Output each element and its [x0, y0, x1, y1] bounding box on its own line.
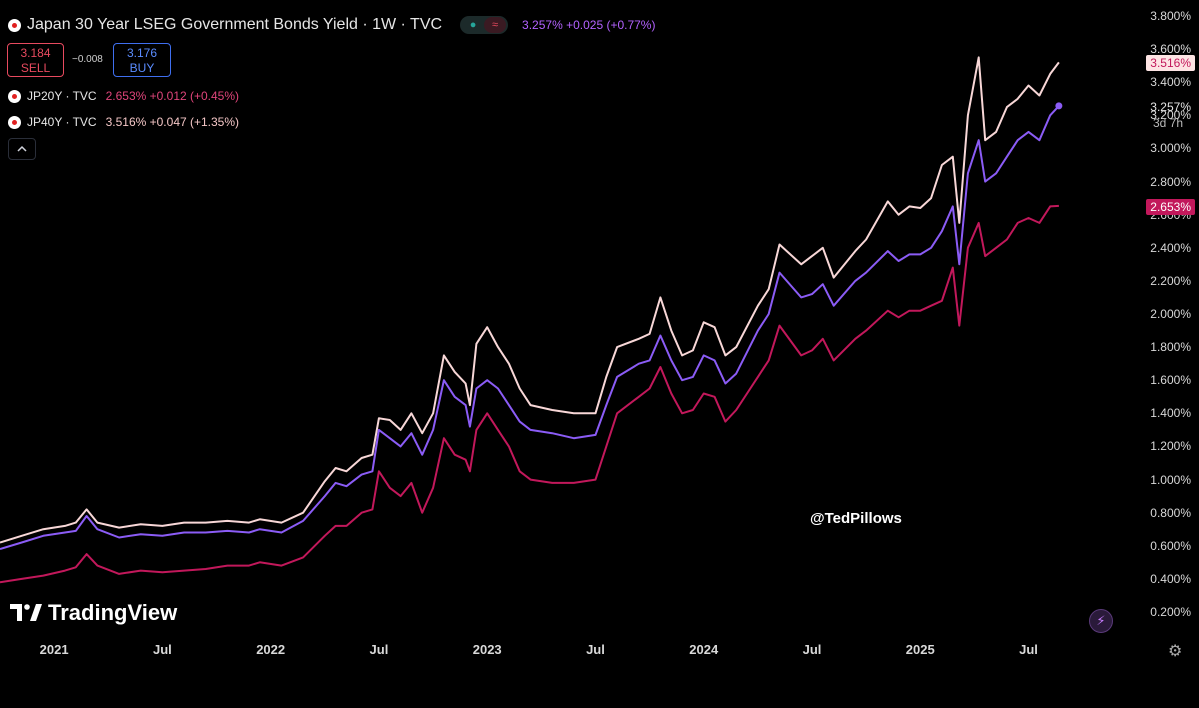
buy-price: 3.176 — [126, 46, 158, 60]
settings-gear-icon[interactable]: ⚙ — [1168, 643, 1183, 660]
wave-icon[interactable]: ≈ — [484, 17, 507, 33]
author-watermark: @TedPillows — [810, 510, 902, 527]
y-tick-label: 1.800% — [1150, 340, 1191, 355]
x-tick-label: 2024 — [689, 642, 719, 657]
sell-button[interactable]: 3.184 SELL — [7, 43, 64, 77]
y-tick-label: 2.400% — [1150, 240, 1191, 255]
buy-button[interactable]: 3.176 BUY — [113, 43, 171, 77]
x-tick-label: 2025 — [905, 642, 935, 657]
y-tick-label: 1.000% — [1150, 472, 1191, 487]
x-tick-label: 2021 — [39, 642, 69, 657]
x-tick-label: Jul — [802, 642, 822, 657]
y-tick-label: 0.200% — [1150, 605, 1191, 619]
y-tick-label: 0.800% — [1150, 505, 1191, 520]
legend-jp40y[interactable]: JP40Y · TVC 3.516% +0.047 (+1.35%) — [8, 115, 239, 129]
y-tick-label: 1.400% — [1150, 406, 1191, 421]
japan-flag-icon — [8, 18, 21, 32]
x-tick-label: 2023 — [472, 642, 502, 657]
japan-flag-icon — [8, 89, 21, 103]
spread-value: −0.008 — [72, 54, 103, 65]
sell-label: SELL — [20, 61, 51, 75]
price-tag-jp40y: 3.516% — [1146, 55, 1195, 71]
chart-title: Japan 30 Year LSEG Government Bonds Yiel… — [27, 16, 443, 33]
japan-flag-icon — [8, 115, 21, 129]
x-tick-label: 2022 — [256, 642, 286, 657]
x-tick-label: Jul — [1019, 642, 1038, 657]
y-tick-label: 3.200% — [1150, 108, 1191, 123]
live-dot-icon[interactable]: ● — [469, 19, 477, 31]
y-tick-label: 3.800% — [1150, 9, 1191, 23]
legend-symbol: JP20Y · TVC — [27, 89, 97, 103]
y-tick-label: 3.400% — [1150, 75, 1191, 90]
main-series-price: 3.257% +0.025 (+0.77%) — [522, 18, 656, 32]
y-tick-label: 2.800% — [1150, 174, 1191, 189]
main-series-legend[interactable]: Japan 30 Year LSEG Government Bonds Yiel… — [8, 16, 655, 34]
y-tick-label: 1.200% — [1150, 439, 1191, 454]
x-tick-label: Jul — [586, 642, 605, 657]
y-tick-label: 0.400% — [1150, 571, 1191, 586]
legend-jp20y[interactable]: JP20Y · TVC 2.653% +0.012 (+0.45%) — [8, 89, 239, 103]
series-line-jp30y[interactable] — [0, 105, 1060, 551]
price-tag-jp30y: 3.257% — [1150, 100, 1191, 114]
legend-values: 3.516% +0.047 (+1.35%) — [105, 115, 240, 129]
price-tag-jp20y: 2.653% — [1146, 199, 1195, 215]
sell-price: 3.184 — [20, 46, 51, 60]
y-tick-label: 2.000% — [1150, 307, 1191, 321]
lightning-icon[interactable]: ⚡ — [1089, 609, 1113, 633]
y-tick-label: 0.600% — [1150, 538, 1191, 553]
y-tick-label: 3.600% — [1150, 42, 1191, 57]
tradingview-logo-text: TradingView — [48, 600, 178, 625]
legend-values: 2.653% +0.012 (+0.45%) — [105, 89, 240, 103]
legend-symbol: JP40Y · TVC — [27, 115, 97, 129]
tradingview-logo[interactable]: TradingView — [10, 600, 177, 626]
y-tick-label: 2.200% — [1150, 273, 1191, 288]
y-tick-label: 3.000% — [1150, 141, 1191, 156]
buy-label: BUY — [129, 61, 155, 75]
collapse-legend-button[interactable] — [8, 138, 36, 160]
last-point-marker-jp30y — [1055, 102, 1063, 110]
chevron-up-icon — [17, 145, 27, 152]
x-tick-label: Jul — [152, 642, 172, 657]
tradingview-logo-icon — [10, 604, 42, 621]
series-line-jp40y[interactable] — [0, 56, 1060, 544]
series-line-jp20y[interactable] — [0, 204, 1059, 584]
y-tick-label: 1.600% — [1150, 373, 1191, 388]
x-tick-label: Jul — [369, 642, 389, 657]
bar-countdown: 3d 7h — [1152, 116, 1183, 130]
series-visibility-pill[interactable]: ● ≈ — [460, 16, 509, 34]
